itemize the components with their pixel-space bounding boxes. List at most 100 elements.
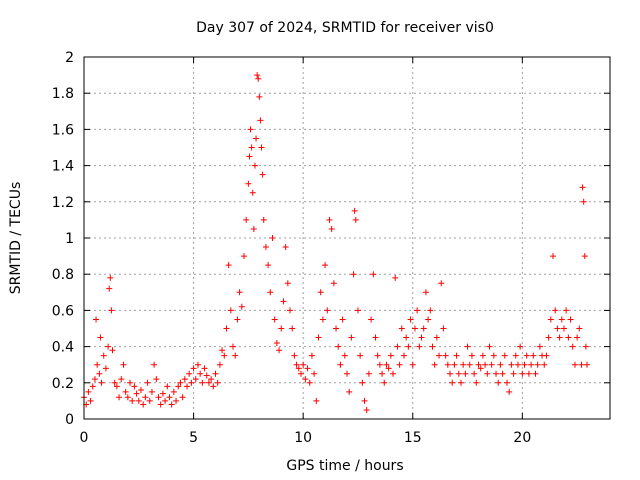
y-tick-label: 0.2	[52, 376, 74, 392]
data-point	[508, 361, 515, 368]
data-point	[532, 370, 539, 377]
y-tick-label: 0.4	[52, 340, 74, 356]
data-point	[289, 325, 296, 332]
data-point	[181, 376, 188, 383]
data-point	[308, 352, 315, 359]
data-point	[381, 379, 388, 386]
data-point	[267, 289, 274, 296]
data-point	[530, 352, 537, 359]
data-point	[89, 383, 96, 390]
data-point	[392, 274, 399, 281]
data-point	[238, 303, 245, 310]
data-point	[256, 93, 263, 100]
data-point	[259, 171, 266, 178]
data-point	[102, 365, 109, 372]
data-point	[534, 361, 541, 368]
data-point	[313, 397, 320, 404]
data-point	[567, 316, 574, 323]
data-point	[536, 343, 543, 350]
data-point	[192, 376, 199, 383]
data-point	[300, 361, 307, 368]
data-point	[251, 162, 258, 169]
data-point	[541, 361, 548, 368]
data-point	[159, 390, 166, 397]
data-point	[361, 397, 368, 404]
data-point	[569, 343, 576, 350]
data-point	[493, 370, 500, 377]
y-tick-label: 0.6	[52, 303, 74, 319]
data-point	[400, 352, 407, 359]
data-point	[144, 379, 151, 386]
data-point	[164, 383, 171, 390]
x-tick-label: 20	[513, 430, 531, 446]
x-tick-label: 5	[189, 430, 198, 446]
data-point	[574, 334, 581, 341]
data-point	[436, 352, 443, 359]
data-point	[328, 225, 335, 232]
data-point	[425, 316, 432, 323]
data-point	[177, 379, 184, 386]
data-point	[214, 379, 221, 386]
data-point	[581, 253, 588, 260]
data-point	[306, 379, 313, 386]
data-point	[282, 244, 289, 251]
data-point	[523, 352, 530, 359]
data-point	[148, 388, 155, 395]
data-point	[351, 207, 358, 214]
data-point	[339, 316, 346, 323]
data-point	[370, 271, 377, 278]
data-point	[108, 307, 115, 314]
data-point	[468, 352, 475, 359]
data-point	[583, 361, 590, 368]
data-point	[582, 343, 589, 350]
data-point	[473, 379, 480, 386]
data-point	[403, 334, 410, 341]
data-point	[543, 352, 550, 359]
data-point	[438, 280, 445, 287]
data-point	[269, 235, 276, 241]
data-point	[453, 352, 460, 359]
data-point	[157, 401, 164, 408]
data-point	[486, 343, 493, 350]
data-point	[311, 370, 318, 377]
data-point	[449, 379, 456, 386]
y-tick-label: 0.8	[52, 267, 74, 283]
data-point	[497, 361, 504, 368]
data-point	[293, 361, 300, 368]
data-point	[255, 75, 262, 82]
data-point	[554, 325, 561, 332]
data-point	[521, 361, 528, 368]
data-point	[558, 316, 565, 323]
data-point	[248, 144, 255, 151]
data-point	[140, 401, 147, 408]
data-point	[578, 361, 585, 368]
data-point	[116, 394, 123, 401]
data-point	[253, 135, 260, 142]
data-point	[155, 394, 162, 401]
data-point	[254, 72, 261, 79]
data-point	[462, 370, 469, 377]
data-point	[433, 334, 440, 341]
data-point	[91, 376, 98, 383]
data-point	[243, 216, 250, 223]
data-point	[246, 153, 253, 160]
data-point	[109, 347, 116, 354]
data-point	[385, 365, 392, 372]
data-point	[326, 216, 333, 223]
data-point	[124, 394, 131, 401]
data-point	[416, 343, 423, 350]
data-point	[179, 394, 186, 401]
data-point	[354, 307, 361, 314]
data-point	[297, 370, 304, 377]
data-point	[475, 361, 482, 368]
data-point	[201, 365, 208, 372]
data-point	[221, 352, 228, 359]
y-tick-label: 2	[65, 50, 74, 66]
data-point	[230, 343, 237, 350]
data-point	[383, 361, 390, 368]
data-point	[420, 325, 427, 332]
data-point	[447, 370, 454, 377]
data-point	[258, 144, 265, 151]
data-point	[118, 376, 125, 383]
